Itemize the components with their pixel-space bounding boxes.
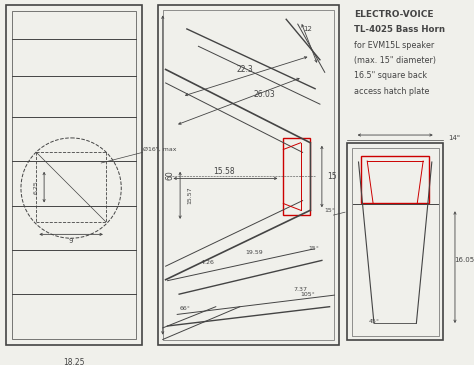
Text: 15: 15: [327, 172, 337, 181]
Text: access hatch plate: access hatch plate: [354, 87, 429, 96]
Text: 15.57: 15.57: [187, 186, 192, 204]
Text: 16.05: 16.05: [455, 257, 474, 264]
Bar: [283, 138, 310, 215]
Text: for EVM15L speaker: for EVM15L speaker: [354, 41, 434, 50]
Text: 18.25: 18.25: [63, 358, 85, 365]
Text: 14": 14": [448, 135, 460, 141]
Text: ELECTRO-VOICE: ELECTRO-VOICE: [354, 9, 433, 19]
Text: 9: 9: [69, 238, 73, 244]
Bar: [361, 156, 429, 203]
Text: 26.03: 26.03: [253, 90, 275, 99]
Text: 6.25: 6.25: [33, 180, 38, 194]
Bar: [352, 147, 438, 336]
Text: 7.37: 7.37: [294, 287, 308, 292]
Text: 19.59: 19.59: [246, 250, 263, 255]
Text: (max. 15" diameter): (max. 15" diameter): [354, 56, 436, 65]
Text: 105°: 105°: [300, 292, 315, 297]
Bar: [158, 5, 339, 345]
Text: 60: 60: [166, 170, 175, 180]
Bar: [12, 11, 136, 339]
Bar: [7, 5, 142, 345]
Text: 15°: 15°: [309, 246, 319, 251]
Text: 15°: 15°: [324, 208, 335, 213]
Text: 45°: 45°: [368, 319, 380, 324]
Text: 66°: 66°: [180, 306, 191, 311]
Bar: [347, 143, 443, 341]
Text: TL-4025 Bass Horn: TL-4025 Bass Horn: [354, 25, 445, 34]
Text: 22.3: 22.3: [237, 65, 253, 74]
Text: 4.26: 4.26: [201, 260, 215, 265]
Text: 15.58: 15.58: [214, 167, 235, 176]
Text: 16.5" square back: 16.5" square back: [354, 72, 427, 80]
Text: 12: 12: [303, 26, 312, 32]
Bar: [163, 9, 335, 341]
Text: Ø16", max: Ø16", max: [144, 147, 177, 152]
